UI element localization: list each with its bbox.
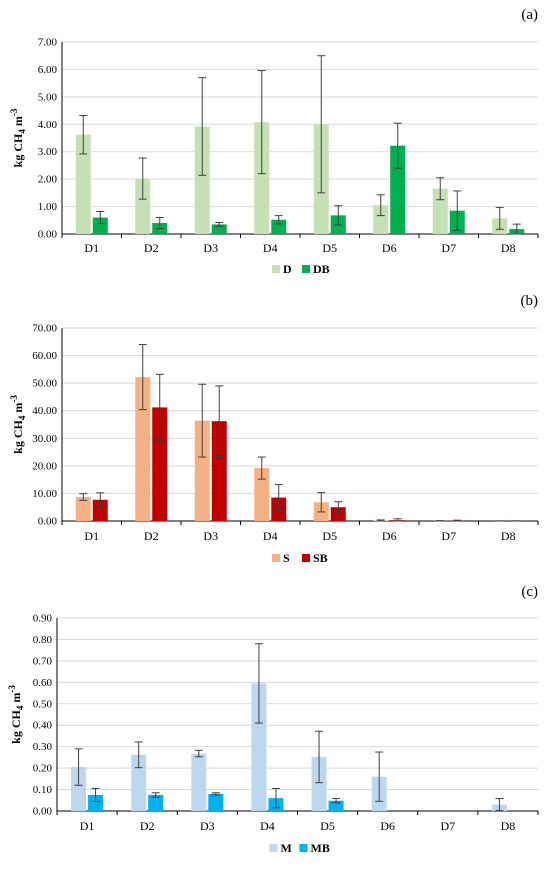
chart-panel-3: (c) 0.00 0.10 0.20 0.30 0.40 0.50 0.60 0.70 0.80 0… [7,584,538,855]
legend-label-DB: DB [313,262,330,276]
y-tick-label: 0.60 [33,677,53,689]
y-tick-label: 0.30 [33,741,53,753]
y-axis-label: kg CH4 m-3 [9,395,27,454]
y-tick-label: 30.00 [32,433,57,445]
legend-swatch-S [272,554,280,562]
y-tick-label: 0.80 [33,634,53,646]
category-label: D4 [260,819,275,833]
y-tick-label: 4.00 [38,119,58,131]
y-tick-label: 40.00 [32,405,57,417]
y-tick-label: 0.00 [38,229,58,241]
legend-label-SB: SB [313,551,328,565]
y-tick-label: 7.00 [38,37,58,49]
y-tick-label: 0.20 [33,763,53,775]
y-tick-label: 0.40 [33,720,53,732]
bar-MB-D3 [208,794,223,811]
category-label: D1 [84,529,99,543]
y-tick-label: 0.10 [33,784,53,796]
panel-label: (c) [521,584,538,600]
category-label: D1 [80,819,95,833]
y-tick-label: 0.50 [33,698,53,710]
chart-panel-1: (a) 0.00 1.00 2.00 3.00 4.00 5.00 6.00 7.00 kg CH… [9,7,538,276]
category-label: D7 [441,529,456,543]
y-tick-label: 10.00 [32,488,57,500]
category-label: D4 [263,529,278,543]
y-tick-label: 60.00 [32,350,57,362]
y-tick-label: 6.00 [38,64,58,76]
category-label: D1 [84,241,99,255]
panel-label: (a) [521,7,538,23]
category-label: D2 [140,819,155,833]
chart-panel-2: (b) 0.00 10.00 20.00 30.00 40.00 50.00 60.00 70.… [9,293,538,565]
y-tick-label: 70.00 [32,323,57,335]
category-label: D5 [322,241,337,255]
category-label: D8 [501,529,516,543]
y-tick-label: 50.00 [32,378,57,390]
legend-label-S: S [283,551,290,565]
legend-label-D: D [283,262,292,276]
panel-label: (b) [521,293,539,309]
bar-M-D3 [191,754,206,811]
y-tick-label: 0.00 [38,516,58,528]
category-label: D3 [203,241,218,255]
y-tick-label: 0.90 [33,613,53,625]
category-label: D6 [382,529,397,543]
y-tick-label: 0.00 [33,806,53,818]
category-label: D2 [144,529,159,543]
legend-swatch-D [272,265,280,273]
y-axis-label: kg CH4 m-3 [7,685,25,744]
category-label: D5 [322,529,337,543]
legend-swatch-DB [302,265,310,273]
category-label: D7 [440,819,455,833]
category-label: D3 [200,819,215,833]
legend-swatch-MB [300,844,308,852]
category-label: D5 [320,819,335,833]
category-label: D7 [441,241,456,255]
category-label: D2 [144,241,159,255]
y-tick-label: 2.00 [38,174,58,186]
y-tick-label: 20.00 [32,460,57,472]
y-tick-label: 1.00 [38,201,58,213]
y-tick-label: 5.00 [38,91,58,103]
legend-label-M: M [281,841,292,855]
category-label: D8 [501,819,516,833]
category-label: D6 [380,819,395,833]
legend-swatch-SB [302,554,310,562]
y-tick-label: 0.70 [33,655,53,667]
legend-label-MB: MB [311,841,330,855]
legend-swatch-M [270,844,278,852]
category-label: D6 [382,241,397,255]
category-label: D3 [203,529,218,543]
category-label: D8 [501,241,516,255]
category-label: D4 [263,241,278,255]
y-axis-label: kg CH4 m-3 [9,108,27,167]
y-tick-label: 3.00 [38,146,58,158]
